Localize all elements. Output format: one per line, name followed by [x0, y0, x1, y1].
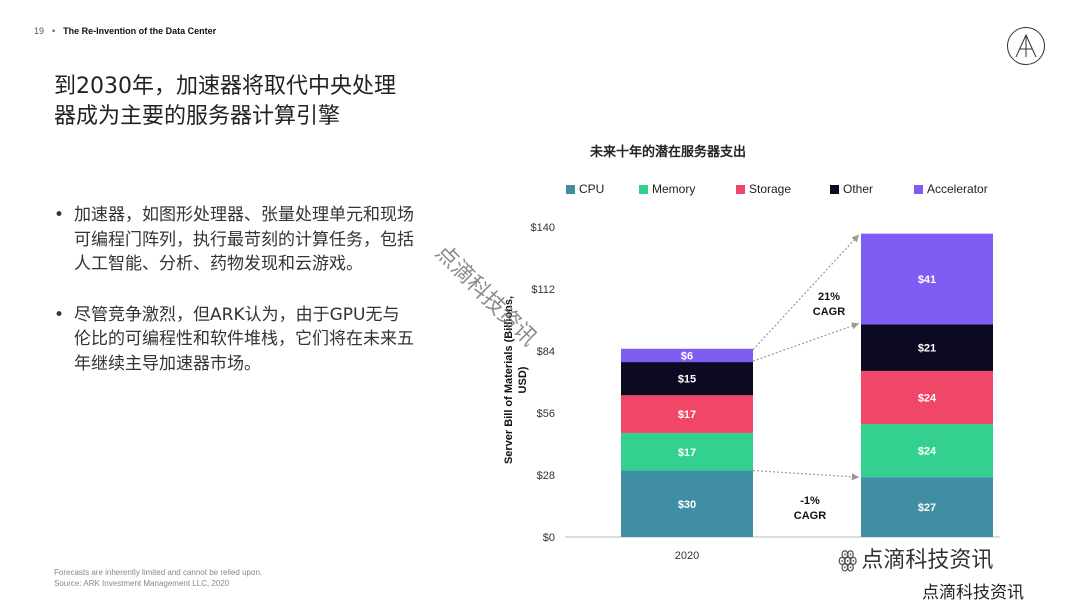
y-tick-label: $28 — [537, 470, 555, 482]
legend-item-cpu: CPU — [566, 182, 604, 196]
page-number: 19 — [34, 26, 45, 36]
bar-data-label: $24 — [918, 393, 937, 405]
wechat-badge: ꙮ 点滴科技资讯 — [838, 542, 993, 574]
legend-item-accelerator: Accelerator — [914, 182, 988, 196]
legend-label: CPU — [579, 182, 605, 196]
cagr-arrow-cpu — [752, 469, 860, 481]
legend-label: Storage — [749, 182, 792, 196]
cagr-annotation-value: 21% — [818, 291, 840, 303]
bullet-item: 加速器，如图形处理器、张量处理单元和现场可编程门阵列，执行最苛刻的计算任务，包括… — [54, 203, 414, 277]
cagr-annotation-label: CAGR — [794, 510, 826, 522]
y-tick-label: $112 — [531, 284, 555, 296]
y-axis-label: Server Bill of Materials (Billions, USD) — [503, 296, 529, 464]
bar-segment-storage — [861, 370, 993, 425]
y-tick-label: $84 — [537, 346, 555, 358]
bar-segment-other — [621, 362, 753, 396]
legend-label: Memory — [652, 182, 696, 196]
page-title-line-2: 器成为主要的服务器计算引擎 — [54, 104, 341, 129]
section-title: The Re-Invention of the Data Center — [63, 26, 217, 36]
footnote-source: Source: ARK Investment Management LLC, 2… — [54, 579, 230, 588]
bar-data-label: $30 — [678, 499, 696, 511]
bullet-list: 加速器，如图形处理器、张量处理单元和现场可编程门阵列，执行最苛刻的计算任务，包括… — [54, 203, 414, 402]
chart-title: 未来十年的潜在服务器支出 — [590, 145, 747, 160]
wechat-label: 点滴科技资讯 — [861, 548, 994, 573]
bar-segment-memory — [621, 432, 753, 471]
bar-segment-storage — [621, 395, 753, 433]
bar-data-label: $17 — [678, 447, 696, 459]
footnote-disclaimer: Forecasts are inherently limited and can… — [54, 568, 263, 577]
bar-segment-other — [861, 324, 993, 371]
cagr-arrow-lower — [752, 322, 860, 362]
legend-swatch — [830, 185, 839, 194]
page-title: 到2030年，加速器将取代中央处理 器成为主要的服务器计算引擎 — [54, 72, 454, 132]
legend-swatch — [566, 185, 575, 194]
bar-data-label: $17 — [678, 409, 696, 421]
y-tick-label: $56 — [537, 408, 555, 420]
wechat-icon: ꙮ — [838, 548, 858, 573]
legend-swatch — [639, 185, 648, 194]
legend-swatch — [914, 185, 923, 194]
bar-segment-memory — [861, 424, 993, 478]
cagr-annotation-label: CAGR — [813, 306, 845, 318]
bar-data-label: $6 — [681, 350, 693, 362]
legend-item-other: Other — [830, 182, 873, 196]
bar-segment-accelerator — [621, 348, 753, 363]
ark-logo — [1007, 27, 1045, 65]
bar-segment-cpu — [861, 477, 993, 537]
legend-swatch — [736, 185, 745, 194]
bar-data-label: $41 — [918, 274, 936, 286]
legend-item-memory: Memory — [639, 182, 695, 196]
bullet-item: 尽管竞争激烈，但ARK认为，由于GPU无与伦比的可编程性和软件堆栈，它们将在未来… — [54, 303, 414, 377]
y-axis-label-line: USD) — [517, 366, 529, 393]
bar-data-label: $24 — [918, 446, 937, 458]
legend-label: Accelerator — [927, 182, 988, 196]
header-separator: • — [52, 26, 56, 36]
y-axis-label-line: Server Bill of Materials (Billions, — [503, 296, 515, 464]
brand-label: 点滴科技资讯 — [922, 583, 1024, 603]
legend-item-storage: Storage — [736, 182, 791, 196]
y-tick-label: $0 — [543, 532, 555, 544]
footnote: Forecasts are inherently limited and can… — [54, 567, 262, 589]
bar-data-label: $27 — [918, 502, 936, 514]
y-tick-label: $140 — [531, 222, 555, 234]
header: 19 • The Re-Invention of the Data Center — [34, 26, 216, 36]
legend-label: Other — [843, 182, 874, 196]
bar-segment-cpu — [621, 470, 753, 537]
bar-data-label: $15 — [678, 374, 696, 386]
bar-segment-accelerator — [861, 233, 993, 325]
cagr-annotation-value: -1% — [800, 495, 820, 507]
cagr-arrow-upper — [752, 234, 860, 351]
x-tick-label: 2020 — [675, 550, 699, 562]
page-title-line-1: 到2030年，加速器将取代中央处理 — [54, 74, 396, 99]
bar-data-label: $21 — [918, 343, 936, 355]
